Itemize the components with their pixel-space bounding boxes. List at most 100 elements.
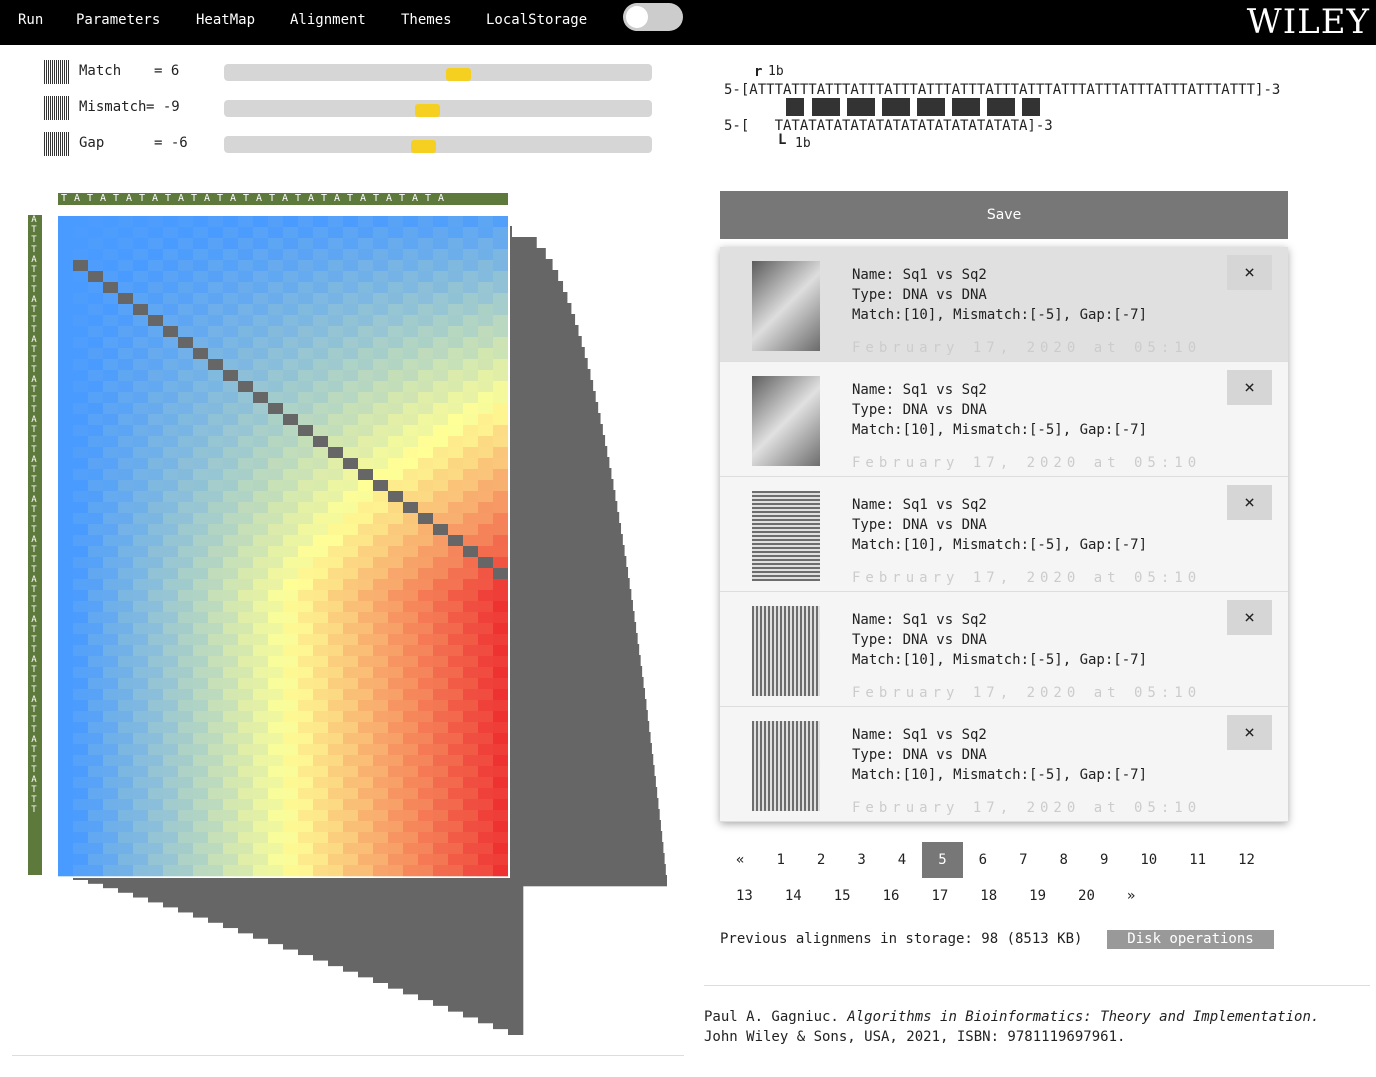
heat-cell	[163, 326, 179, 338]
page-link[interactable]: 3	[857, 852, 866, 868]
heat-cell	[223, 700, 239, 712]
page-link[interactable]: 15	[833, 888, 851, 904]
delete-button[interactable]: ×	[1227, 370, 1272, 405]
nav-item[interactable]: LocalStorage	[486, 12, 588, 28]
heat-cell	[238, 810, 254, 822]
heat-cell	[418, 293, 434, 305]
nav-item[interactable]: Alignment	[290, 12, 366, 28]
heat-cell	[463, 854, 479, 866]
heat-cell	[133, 821, 149, 833]
heat-cell	[118, 568, 134, 580]
heat-cell	[73, 491, 89, 503]
saved-item[interactable]: Name: Sq1 vs Sq2 Type: DNA vs DNA Match:[1…	[720, 707, 1288, 822]
saved-item[interactable]: Name: Sq1 vs Sq2 Type: DNA vs DNA Match:[1…	[720, 362, 1288, 477]
heat-cell	[478, 304, 494, 316]
heat-cell	[148, 326, 164, 338]
heat-cell	[373, 359, 389, 371]
page-link[interactable]: 4	[897, 852, 907, 868]
saved-item[interactable]: Name: Sq1 vs Sq2 Type: DNA vs DNA Match:[1…	[720, 477, 1288, 592]
heat-cell	[208, 293, 224, 305]
heat-cell	[133, 359, 149, 371]
heat-cell	[268, 260, 284, 272]
heat-cell	[58, 843, 74, 855]
heat-cell	[493, 227, 509, 239]
page-link[interactable]: 14	[784, 888, 802, 904]
heat-cell	[373, 337, 389, 349]
heat-cell	[148, 733, 164, 745]
page-link[interactable]: 6	[978, 852, 988, 868]
heat-cell	[133, 502, 149, 514]
page-link[interactable]: 11	[1189, 852, 1207, 868]
slider-knob[interactable]	[411, 140, 436, 153]
slider-knob[interactable]	[446, 68, 471, 81]
heat-cell	[103, 766, 119, 778]
heat-cell	[283, 403, 299, 415]
nav-item[interactable]: Parameters	[76, 12, 161, 28]
heat-cell	[510, 446, 608, 458]
item-date: February 17, 2020 at 05:10	[852, 570, 1202, 586]
heat-cell	[193, 810, 209, 822]
heat-cell	[163, 491, 179, 503]
heat-cell	[358, 271, 374, 283]
nav-item[interactable]: HeatMap	[196, 12, 256, 28]
page-link[interactable]: 8	[1059, 852, 1068, 868]
save-button[interactable]: Save	[720, 191, 1288, 239]
page-link[interactable]: 2	[816, 852, 826, 868]
page-link[interactable]: 13	[736, 888, 753, 904]
page-link[interactable]: 12	[1238, 852, 1255, 868]
heat-cell	[298, 744, 314, 756]
nav-item[interactable]: Run	[18, 12, 44, 28]
page-link[interactable]: 9	[1099, 852, 1109, 868]
saved-item[interactable]: Name: Sq1 vs Sq2 Type: DNA vs DNA Match:[1…	[720, 247, 1288, 362]
page-link[interactable]: «	[736, 852, 745, 868]
heat-cell	[433, 381, 449, 393]
slider[interactable]	[224, 136, 652, 153]
page-link[interactable]: 16	[882, 888, 900, 904]
delete-button[interactable]: ×	[1227, 255, 1272, 290]
heat-cell	[510, 732, 651, 744]
disk-button[interactable]: Disk operations	[1107, 930, 1274, 949]
page-link[interactable]: 10	[1140, 852, 1158, 868]
column-sequence: TATATATATATATATATATATATATATATA	[58, 193, 508, 205]
heat-cell	[418, 667, 434, 679]
page-link[interactable]: 19	[1029, 888, 1047, 904]
heat-cell	[148, 612, 164, 624]
heat-cell	[418, 722, 434, 734]
page-link[interactable]: 18	[980, 888, 998, 904]
delete-button[interactable]: ×	[1227, 485, 1272, 520]
heat-cell	[478, 502, 494, 514]
heat-cell	[58, 315, 74, 327]
theme-toggle[interactable]	[623, 3, 683, 31]
page-link[interactable]: 7	[1019, 852, 1028, 868]
saved-item[interactable]: Name: Sq1 vs Sq2 Type: DNA vs DNA Match:[1…	[720, 592, 1288, 707]
page-link[interactable]: »	[1126, 888, 1136, 904]
heat-cell	[178, 392, 194, 404]
slider[interactable]	[224, 100, 652, 117]
slider[interactable]	[224, 64, 652, 81]
heat-cell	[403, 656, 419, 668]
heat-cell	[148, 293, 164, 305]
heat-cell	[388, 546, 404, 558]
heat-cell	[388, 711, 404, 723]
heat-cell	[358, 711, 374, 723]
heat-cell	[418, 447, 434, 459]
page-link[interactable]: 20	[1078, 888, 1095, 904]
heat-cell	[328, 502, 344, 514]
delete-button[interactable]: ×	[1227, 715, 1272, 750]
heat-cell	[148, 766, 164, 778]
heat-cell	[418, 733, 434, 745]
heat-cell	[433, 843, 449, 855]
heat-cell	[148, 722, 164, 734]
heat-cell	[328, 535, 344, 547]
page-link[interactable]: 1	[776, 852, 785, 868]
heat-cell	[448, 436, 464, 448]
nav-item[interactable]: Themes	[401, 12, 452, 28]
page-link[interactable]: 5	[922, 842, 963, 878]
heat-cell	[88, 733, 104, 745]
delete-button[interactable]: ×	[1227, 600, 1272, 635]
heat-cell	[388, 238, 404, 250]
slider-knob[interactable]	[415, 104, 440, 117]
page-link[interactable]: 17	[931, 888, 949, 904]
heat-cell	[418, 392, 434, 404]
